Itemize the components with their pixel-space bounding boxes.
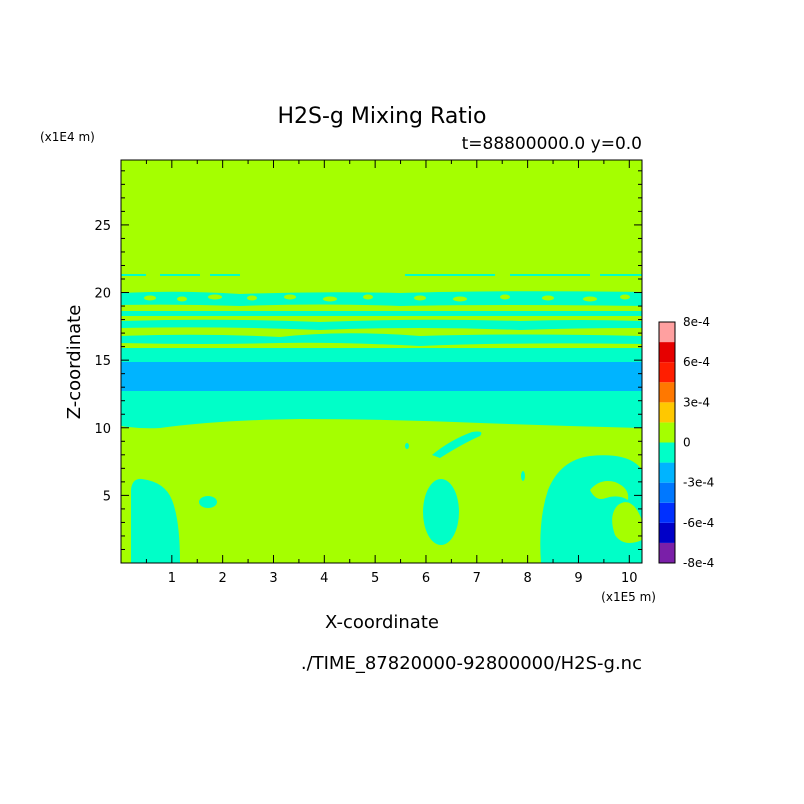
x-tick-label: 5 bbox=[371, 571, 379, 586]
colorbar-swatch bbox=[659, 482, 675, 503]
colorbar-swatch bbox=[659, 382, 675, 403]
x-axis-ticks: 1 2 3 4 5 6 7 8 9 10 bbox=[145, 160, 638, 586]
contour-band bbox=[121, 390, 642, 429]
contour-band bbox=[121, 362, 642, 391]
colorbar-swatch bbox=[659, 462, 675, 483]
plot-frame bbox=[120, 159, 643, 564]
colorbar-label: 6e-4 bbox=[683, 355, 710, 369]
colorbar-swatch bbox=[659, 402, 675, 423]
x-tick-label: 4 bbox=[320, 571, 328, 586]
x-unit-label: (x1E5 m) bbox=[601, 590, 656, 604]
y-tick-label: 20 bbox=[94, 287, 111, 302]
y-tick-label: 5 bbox=[103, 489, 111, 504]
x-tick-label: 7 bbox=[473, 571, 481, 586]
x-tick-label: 3 bbox=[269, 571, 277, 586]
colorbar-swatch bbox=[659, 442, 675, 463]
colorbar-label: 0 bbox=[683, 436, 691, 450]
y-tick-label: 15 bbox=[94, 354, 111, 369]
colorbar: 8e-4 6e-4 3e-4 0 -3e-4 -6e-4 -8e-4 bbox=[658, 315, 714, 570]
x-tick-label: 6 bbox=[422, 571, 430, 586]
contour-band bbox=[121, 291, 642, 306]
colorbar-swatch bbox=[659, 362, 675, 383]
contour-blob bbox=[199, 496, 217, 508]
wave-features bbox=[144, 294, 630, 302]
dashed-strip bbox=[121, 274, 642, 276]
colorbar-swatch bbox=[659, 422, 675, 443]
colorbar-swatch bbox=[659, 542, 675, 563]
x-tick-label: 10 bbox=[621, 571, 638, 586]
y-axis-label: Z-coordinate bbox=[64, 305, 85, 420]
y-axis-ticks: 5 10 15 20 25 bbox=[94, 170, 642, 550]
x-tick-label: 1 bbox=[168, 571, 176, 586]
chart-title: H2S-g Mixing Ratio bbox=[277, 104, 486, 129]
y-tick-label: 10 bbox=[94, 422, 111, 437]
contour-blob bbox=[590, 481, 629, 500]
colorbar-swatch bbox=[659, 322, 675, 343]
colorbar-label: -8e-4 bbox=[683, 556, 714, 570]
colorbar-label: 3e-4 bbox=[683, 395, 710, 409]
colorbar-label: 8e-4 bbox=[683, 315, 710, 329]
x-axis-label: X-coordinate bbox=[325, 612, 439, 633]
contour-blob bbox=[540, 455, 642, 563]
contour-blob bbox=[405, 443, 409, 449]
contour-band bbox=[121, 311, 642, 316]
colorbar-label: -3e-4 bbox=[683, 476, 714, 490]
contour-band bbox=[121, 348, 642, 362]
plot-area bbox=[121, 160, 642, 563]
colorbar-label: -6e-4 bbox=[683, 516, 714, 530]
chart-subtitle: t=88800000.0 y=0.0 bbox=[462, 134, 642, 154]
colorbar-swatch bbox=[659, 502, 675, 523]
x-tick-label: 8 bbox=[523, 571, 531, 586]
contour-band bbox=[121, 319, 642, 330]
y-unit-label: (x1E4 m) bbox=[40, 130, 95, 144]
colorbar-frame bbox=[658, 321, 676, 564]
contour-blob bbox=[423, 479, 459, 545]
contour-blob bbox=[131, 478, 180, 563]
file-path-label: ./TIME_87820000-92800000/H2S-g.nc bbox=[301, 653, 642, 674]
contour-blob bbox=[521, 471, 525, 481]
contour-band bbox=[121, 333, 642, 346]
x-tick-label: 2 bbox=[219, 571, 227, 586]
x-tick-label: 9 bbox=[574, 571, 582, 586]
contour-blob bbox=[432, 431, 482, 458]
colorbar-swatch bbox=[659, 342, 675, 363]
colorbar-swatch bbox=[659, 522, 675, 543]
y-tick-label: 25 bbox=[94, 219, 111, 234]
